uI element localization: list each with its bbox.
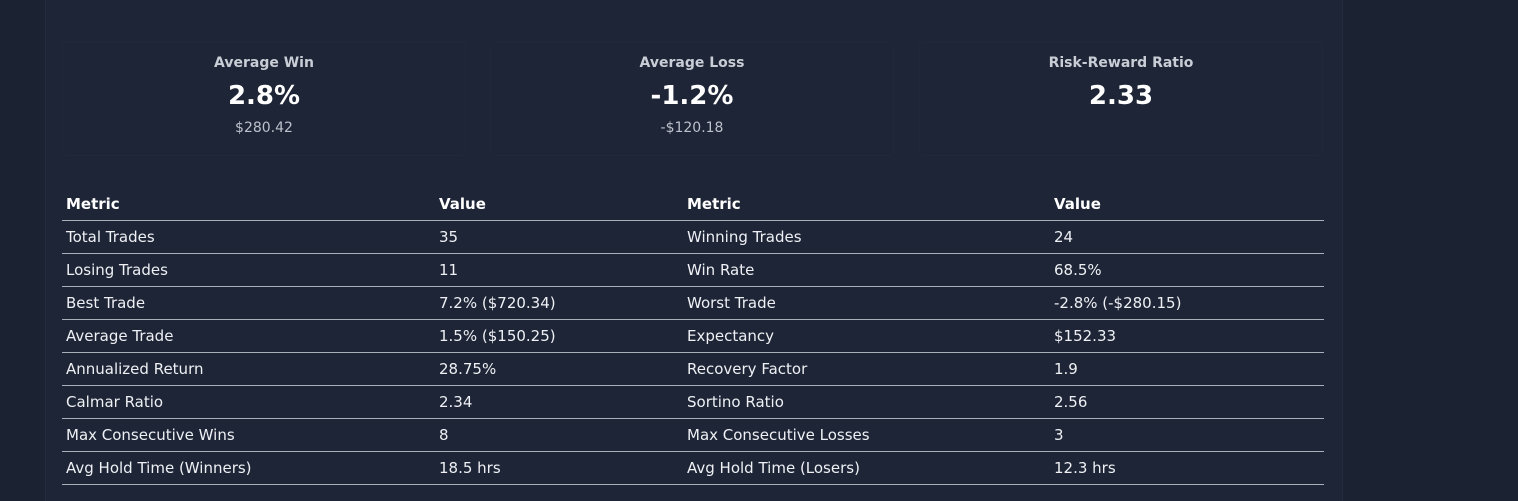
metric-name: Expectancy — [683, 319, 1050, 353]
metric-value: -2.8% (-$280.15) — [1050, 286, 1324, 320]
metric-name: Recovery Factor — [683, 352, 1050, 386]
column-header-metric: Metric — [62, 188, 435, 221]
metric-value: 35 — [435, 220, 683, 254]
metrics-table: Metric Value Metric Value Total Trades 3… — [62, 188, 1324, 485]
metric-value: 12.3 hrs — [1050, 451, 1324, 485]
table-header-row: Metric Value Metric Value — [62, 188, 1324, 221]
card-subvalue: -$120.18 — [660, 120, 724, 136]
metric-value: 2.34 — [435, 385, 683, 419]
metric-name: Annualized Return — [62, 352, 435, 386]
table-row: Total Trades 35 Winning Trades 24 — [62, 220, 1324, 254]
card-value: 2.8% — [227, 81, 301, 111]
metric-name: Sortino Ratio — [683, 385, 1050, 419]
card-value: -1.2% — [650, 81, 734, 111]
table-row: Annualized Return 28.75% Recovery Factor… — [62, 352, 1324, 386]
column-header-metric: Metric — [683, 188, 1050, 221]
table-row: Average Trade 1.5% ($150.25) Expectancy … — [62, 319, 1324, 353]
risk-reward-card: Risk-Reward Ratio 2.33 — [919, 42, 1323, 156]
summary-cards: Average Win 2.8% $280.42 Average Loss -1… — [62, 42, 1324, 158]
metric-name: Avg Hold Time (Winners) — [62, 451, 435, 485]
table-row: Losing Trades 11 Win Rate 68.5% — [62, 253, 1324, 287]
metric-value: 18.5 hrs — [435, 451, 683, 485]
metric-value: 7.2% ($720.34) — [435, 286, 683, 320]
metric-value: 24 — [1050, 220, 1324, 254]
metric-name: Max Consecutive Losses — [683, 418, 1050, 452]
metric-value: 68.5% — [1050, 253, 1324, 287]
metric-name: Calmar Ratio — [62, 385, 435, 419]
table-row: Best Trade 7.2% ($720.34) Worst Trade -2… — [62, 286, 1324, 320]
metric-name: Total Trades — [62, 220, 435, 254]
metric-value: 1.9 — [1050, 352, 1324, 386]
metric-value: 8 — [435, 418, 683, 452]
metric-value: 28.75% — [435, 352, 683, 386]
card-subvalue: $280.42 — [235, 120, 293, 136]
metric-value: $152.33 — [1050, 319, 1324, 353]
metric-value: 1.5% ($150.25) — [435, 319, 683, 353]
metric-value: 3 — [1050, 418, 1324, 452]
metric-name: Avg Hold Time (Losers) — [683, 451, 1050, 485]
metric-value: 2.56 — [1050, 385, 1324, 419]
metric-name: Losing Trades — [62, 253, 435, 287]
metric-name: Winning Trades — [683, 220, 1050, 254]
card-label: Average Loss — [639, 55, 745, 71]
metric-name: Average Trade — [62, 319, 435, 353]
metric-name: Win Rate — [683, 253, 1050, 287]
card-value: 2.33 — [1088, 81, 1154, 111]
card-label: Risk-Reward Ratio — [1048, 55, 1194, 71]
card-label: Average Win — [214, 55, 314, 71]
metric-name: Best Trade — [62, 286, 435, 320]
average-win-card: Average Win 2.8% $280.42 — [62, 42, 466, 156]
column-header-value: Value — [435, 188, 683, 221]
metric-name: Max Consecutive Wins — [62, 418, 435, 452]
table-row: Avg Hold Time (Winners) 18.5 hrs Avg Hol… — [62, 451, 1324, 485]
average-loss-card: Average Loss -1.2% -$120.18 — [490, 42, 894, 156]
table-row: Max Consecutive Wins 8 Max Consecutive L… — [62, 418, 1324, 452]
column-header-value: Value — [1050, 188, 1324, 221]
table-row: Calmar Ratio 2.34 Sortino Ratio 2.56 — [62, 385, 1324, 419]
metric-value: 11 — [435, 253, 683, 287]
metric-name: Worst Trade — [683, 286, 1050, 320]
